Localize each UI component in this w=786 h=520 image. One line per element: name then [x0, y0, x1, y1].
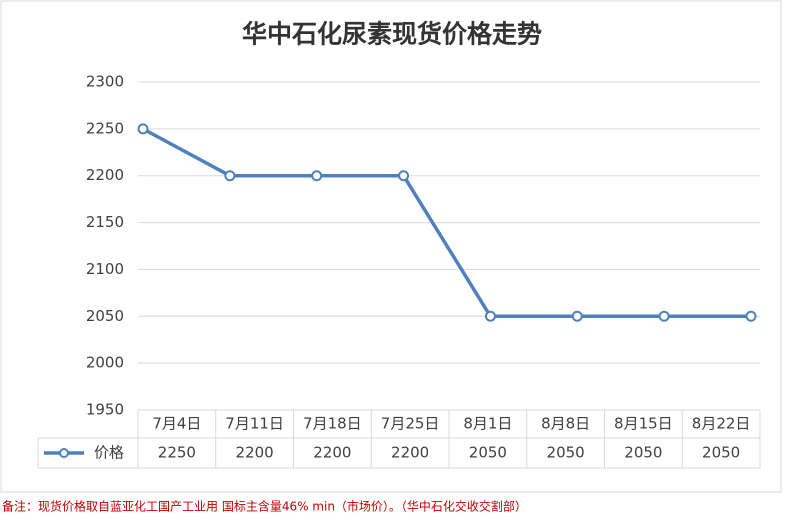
table-value: 2050 [469, 444, 507, 462]
table-value: 2250 [158, 444, 196, 462]
table-value: 2050 [702, 444, 740, 462]
x-tick-label: 7月18日 [303, 415, 362, 433]
marker [571, 310, 583, 322]
table-value: 2050 [624, 444, 662, 462]
y-tick-label: 2250 [86, 119, 124, 137]
x-tick-label: 8月22日 [692, 415, 751, 433]
chart-title: 华中石化尿素现货价格走势 [242, 20, 542, 49]
x-tick-label: 8月1日 [463, 415, 512, 433]
y-tick-label: 2150 [86, 213, 124, 231]
line [142, 127, 751, 319]
table-value: 2050 [547, 444, 585, 462]
marker [311, 170, 323, 182]
marker [658, 310, 670, 322]
x-tick-label: 8月8日 [541, 415, 590, 433]
y-tick-label: 2200 [86, 166, 124, 184]
x-tick-label: 7月4日 [152, 415, 201, 433]
y-tick-label: 2300 [86, 73, 124, 91]
table-value: 2200 [236, 444, 274, 462]
x-tick-label: 7月11日 [225, 415, 284, 433]
x-tick-label: 7月25日 [381, 415, 440, 433]
marker [745, 310, 757, 322]
footnote: 备注：现货价格取自蓝亚化工国产工业用 国标主含量46% min（市场价）。（华中… [2, 499, 527, 514]
x-tick-label: 8月15日 [614, 415, 673, 433]
y-tick-label: 1950 [86, 401, 124, 419]
table-value: 2200 [391, 444, 429, 462]
y-tick-label: 2050 [86, 307, 124, 325]
y-tick-label: 2000 [86, 354, 124, 372]
marker [484, 310, 496, 322]
y-tick-label: 2100 [86, 260, 124, 278]
marker [224, 170, 236, 182]
marker [398, 170, 410, 182]
legend-marker [59, 448, 69, 458]
legend-label: 价格 [94, 444, 124, 462]
table-value: 2200 [313, 444, 351, 462]
marker [137, 123, 149, 135]
